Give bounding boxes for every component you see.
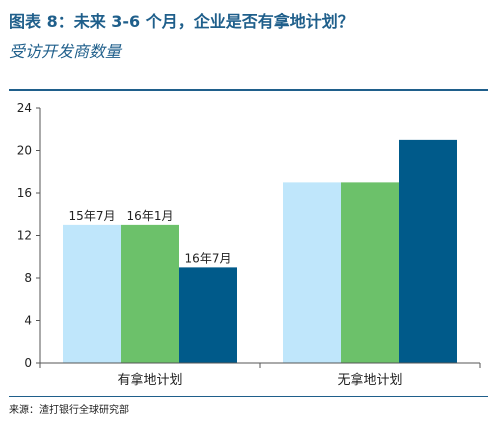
- series-label: 16年1月: [127, 209, 174, 223]
- bar: [283, 182, 341, 363]
- series-label: 15年7月: [69, 209, 116, 223]
- bar-chart: 0 4 8 12 16 20 24 15年7月 16年1月 16年7月 有拿地计划 无拿地计划: [17, 101, 481, 388]
- y-tick-label: 20: [17, 144, 32, 158]
- x-category-label: 有拿地计划: [117, 372, 182, 388]
- x-axis: 有拿地计划 无拿地计划: [39, 362, 481, 388]
- footer-divider: [9, 396, 488, 397]
- y-tick-label: 0: [24, 356, 32, 370]
- y-tick-label: 16: [17, 186, 32, 200]
- x-category-label: 无拿地计划: [337, 372, 402, 388]
- y-tick-label: 24: [17, 101, 32, 115]
- series-label: 16年7月: [185, 251, 232, 265]
- bar: [63, 224, 121, 363]
- bars: 15年7月 16年1月 16年7月: [63, 139, 457, 363]
- y-tick-label: 8: [24, 271, 32, 285]
- bar: [121, 224, 179, 363]
- chart-subtitle: 受访开发商数量: [9, 42, 122, 61]
- y-tick-label: 12: [17, 229, 32, 243]
- y-tick-label: 4: [24, 314, 32, 328]
- bar: [179, 267, 237, 363]
- bar: [341, 182, 399, 363]
- bar: [399, 139, 457, 363]
- header-divider: [9, 89, 488, 91]
- source-note: 来源：渣打银行全球研究部: [9, 405, 129, 416]
- y-axis: 0 4 8 12 16 20 24: [17, 101, 41, 370]
- chart-title: 图表 8：未来 3-6 个月，企业是否有拿地计划？: [9, 12, 354, 31]
